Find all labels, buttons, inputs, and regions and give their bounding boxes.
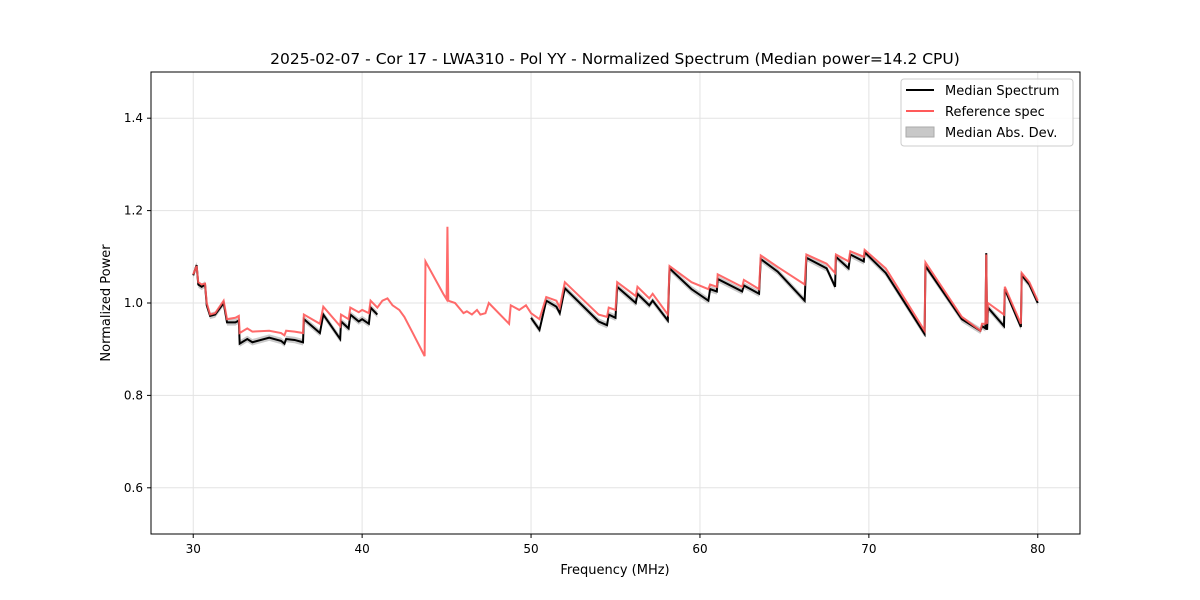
y-axis-label: Normalized Power [99, 244, 114, 362]
legend: Median Spectrum Reference spec Median Ab… [900, 78, 1074, 147]
y-tick-label: 1.0 [124, 296, 143, 310]
x-axis-label: Frequency (MHz) [560, 563, 669, 578]
y-tick-label: 0.8 [124, 388, 143, 402]
legend-mad-label: Median Abs. Dev. [945, 126, 1057, 141]
x-tick-label: 50 [523, 542, 538, 556]
x-tick-label: 60 [692, 542, 707, 556]
reference-spectrum-line [192, 226, 1039, 357]
mad-band [531, 248, 1038, 338]
y-tick-label: 1.4 [124, 111, 143, 125]
legend-reference-label: Reference spec [945, 105, 1045, 120]
chart-title: 2025-02-07 - Cor 17 - LWA310 - Pol YY - … [270, 50, 960, 68]
x-tick-label: 30 [186, 542, 201, 556]
legend-mad-swatch [905, 126, 935, 138]
x-tick-label: 80 [1030, 542, 1045, 556]
y-tick-label: 1.2 [124, 204, 143, 218]
plot-area [192, 226, 1039, 357]
ticks: 30 40 50 60 70 80 0.6 0.8 1.0 1.2 1.4 [124, 111, 1046, 556]
legend-box [900, 78, 1074, 147]
y-tick-label: 0.6 [124, 481, 143, 495]
x-tick-label: 70 [861, 542, 876, 556]
x-tick-label: 40 [354, 542, 369, 556]
legend-median-label: Median Spectrum [945, 84, 1059, 99]
